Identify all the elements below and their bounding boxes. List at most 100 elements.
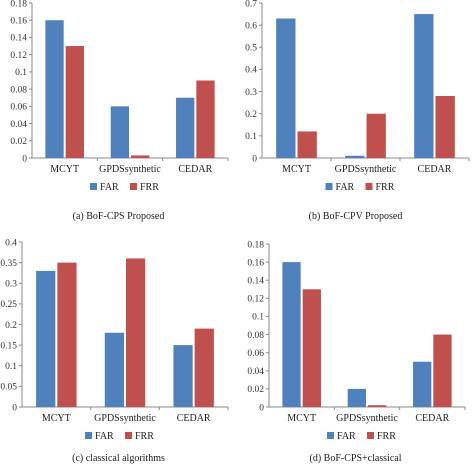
y-tick-label: 0.12 <box>10 51 27 61</box>
y-tick-label: 0.16 <box>247 258 264 268</box>
bar-frr-gpdssynthetic <box>131 155 150 158</box>
bar-frr-cedar <box>194 328 214 407</box>
chart-caption-d: (d) BoF-CPS+classical <box>309 453 402 464</box>
legend-swatch-far <box>90 183 97 190</box>
bar-far-gpdssynthetic <box>345 155 365 158</box>
x-category-label: GPDSsynthetic <box>99 164 161 175</box>
bar-far-mcyt <box>45 20 64 158</box>
y-tick-label: 0.04 <box>247 367 264 377</box>
y-tick-label: 0.05 <box>0 383 17 393</box>
legend-swatch-frr <box>130 183 137 190</box>
x-category-label: CEDAR <box>418 164 452 175</box>
y-tick-label: 0.14 <box>10 34 27 44</box>
y-tick-label: 0.1 <box>15 68 27 78</box>
x-category-label: MCYT <box>50 164 79 175</box>
y-tick-label: 0.1 <box>252 313 264 323</box>
legend-label-frr: FRR <box>376 182 395 193</box>
bar-frr-gpdssynthetic <box>366 113 386 158</box>
x-category-label: CEDAR <box>415 413 449 424</box>
y-tick-label: 0 <box>22 154 27 164</box>
legend-label-far: FAR <box>100 182 119 193</box>
y-tick-label: 0.06 <box>247 349 264 359</box>
legend-swatch-far <box>327 432 334 439</box>
x-category-label: MCYT <box>282 164 311 175</box>
bar-far-gpdssynthetic <box>104 332 124 407</box>
y-tick-label: 0.08 <box>247 331 264 341</box>
y-tick-label: 0.1 <box>5 362 17 372</box>
y-tick-label: 0.08 <box>10 85 27 95</box>
y-tick-label: 0 <box>259 403 264 413</box>
y-tick-label: 0.2 <box>245 110 257 120</box>
bar-frr-gpdssynthetic <box>126 258 146 407</box>
y-tick-label: 0.7 <box>245 0 257 9</box>
bar-far-gpdssynthetic <box>110 106 129 158</box>
y-tick-label: 0.02 <box>10 137 27 147</box>
x-category-label: MCYT <box>42 413 71 424</box>
y-tick-label: 0.25 <box>0 300 17 310</box>
chart-c-svg: 0 0.05 0.1 0.15 0.2 0.25 0.3 0.35 0.4 MCYT GPDSsyn… <box>0 238 229 442</box>
y-tick-label: 0.14 <box>247 277 264 287</box>
x-category-label: MCYT <box>287 413 316 424</box>
legend-label-frr: FRR <box>135 431 154 442</box>
legend-label-frr: FRR <box>377 431 396 442</box>
bar-far-gpdssynthetic <box>347 388 366 407</box>
y-tick-label: 0 <box>252 154 257 164</box>
chart-panel-d: 0 0.02 0.04 0.06 0.08 0.1 0.12 0.14 0.16 0.18 MCYT… <box>237 232 474 467</box>
y-tick-label: 0.3 <box>5 280 17 290</box>
bar-far-cedar <box>414 14 434 159</box>
y-tick-label: 0.04 <box>10 120 27 130</box>
legend-label-far: FAR <box>95 431 114 442</box>
legend-swatch-far <box>85 432 92 439</box>
bar-frr-cedar <box>435 96 455 158</box>
x-category-label: GPDSsynthetic <box>335 164 397 175</box>
y-tick-label: 0.6 <box>245 21 257 31</box>
legend-label-far: FAR <box>337 431 356 442</box>
legend-swatch-frr <box>125 432 132 439</box>
y-tick-label: 0.5 <box>245 44 257 54</box>
bar-frr-cedar <box>196 80 215 158</box>
y-tick-label: 0.16 <box>10 17 27 27</box>
bar-frr-mcyt <box>57 262 77 407</box>
bar-frr-mcyt <box>302 289 321 407</box>
chart-panel-c: 0 0.05 0.1 0.15 0.2 0.25 0.3 0.35 0.4 MCYT GPDSsyn… <box>0 232 237 467</box>
bar-frr-gpdssynthetic <box>368 405 387 407</box>
legend-swatch-frr <box>365 183 373 190</box>
bar-frr-mcyt <box>297 131 317 158</box>
y-tick-label: 0.4 <box>5 238 17 248</box>
legend-label-frr: FRR <box>140 182 159 193</box>
bar-far-mcyt <box>282 262 301 407</box>
chart-caption-b: (b) BoF-CPV Proposed <box>308 211 403 222</box>
chart-a-svg: 0 0.02 0.04 0.06 0.08 0.1 0.12 0.14 0.16 0.18 MCYT… <box>10 0 229 193</box>
chart-panel-a: 0 0.02 0.04 0.06 0.08 0.1 0.12 0.14 0.16 0.18 MCYT… <box>0 0 237 232</box>
y-tick-label: 0.2 <box>5 321 17 331</box>
y-tick-label: 0.35 <box>0 259 17 269</box>
x-category-label: GPDSsynthetic <box>94 413 156 424</box>
legend-swatch-far <box>325 183 333 190</box>
y-tick-label: 0.06 <box>10 103 27 113</box>
legend-label-far: FAR <box>336 182 355 193</box>
x-category-label: CEDAR <box>177 413 211 424</box>
bar-far-mcyt <box>36 270 56 407</box>
legend-swatch-frr <box>367 432 374 439</box>
chart-panel-b: 0 0.1 0.2 0.3 0.4 0.5 0.6 0.7 MCYT GPDSsynthetic C… <box>237 0 474 232</box>
bar-far-cedar <box>176 97 195 158</box>
x-category-label: GPDSsynthetic <box>336 413 398 424</box>
bar-far-cedar <box>173 345 193 407</box>
y-tick-label: 0.4 <box>245 66 257 76</box>
bar-frr-mcyt <box>65 46 84 158</box>
chart-caption-a: (a) BoF-CPS Proposed <box>72 211 165 222</box>
y-tick-label: 0.18 <box>247 240 264 250</box>
x-category-label: CEDAR <box>178 164 212 175</box>
bar-far-mcyt <box>276 18 296 158</box>
y-tick-label: 0.18 <box>10 0 27 9</box>
chart-d-svg: 0 0.02 0.04 0.06 0.08 0.1 0.12 0.14 0.16 0.18 MCYT… <box>247 240 466 442</box>
y-tick-label: 0.1 <box>245 132 257 142</box>
y-tick-label: 0 <box>12 403 17 413</box>
y-tick-label: 0.3 <box>245 88 257 98</box>
chart-caption-c: (c) classical algorithms <box>72 453 165 464</box>
y-tick-label: 0.12 <box>247 295 264 305</box>
y-tick-label: 0.15 <box>0 341 17 351</box>
bar-far-cedar <box>413 361 432 407</box>
y-tick-label: 0.02 <box>247 385 264 395</box>
bar-frr-cedar <box>433 334 452 407</box>
